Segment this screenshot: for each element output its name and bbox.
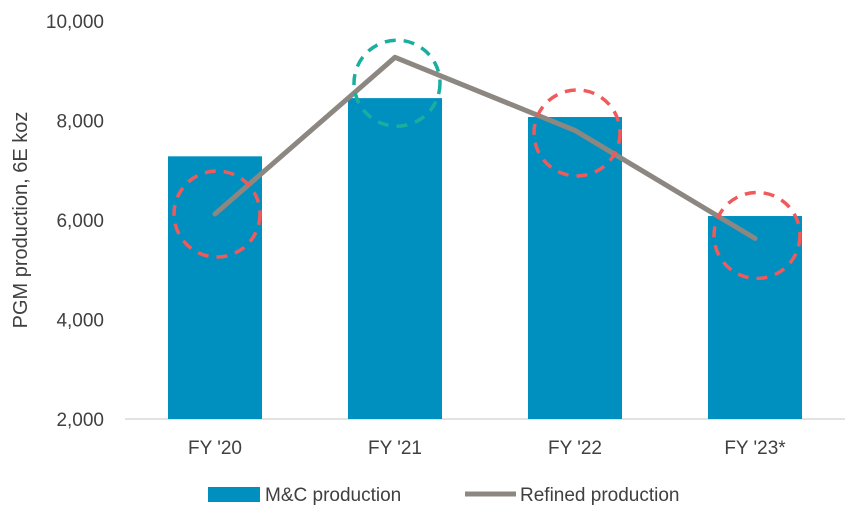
bar [168, 156, 262, 419]
y-tick-label: 8,000 [56, 112, 104, 133]
bar-series [168, 98, 802, 420]
legend: M&C production Refined production [208, 485, 680, 506]
x-tick-label: FY '20 [188, 438, 242, 459]
bar [528, 117, 622, 419]
annotation-circle [712, 190, 802, 281]
refined-production-line [212, 54, 758, 241]
x-tick-label: FY '22 [548, 438, 602, 459]
legend-swatch-mc-production [208, 487, 260, 502]
annotation-circle [532, 88, 622, 178]
legend-label-refined-production: Refined production [520, 485, 680, 506]
annotation-circle [352, 38, 442, 128]
y-tick-label: 6,000 [56, 211, 104, 232]
x-tick-label: FY '23* [724, 438, 786, 459]
y-tick-label: 2,000 [56, 410, 104, 431]
x-tick-label: FY '21 [368, 438, 422, 459]
bar [348, 98, 442, 420]
annotation-circle [172, 169, 262, 259]
bar [708, 216, 802, 419]
x-axis-ticks: FY '20 FY '21 FY '22 FY '23* [188, 438, 786, 459]
y-axis-ticks: 2,000 4,000 6,000 8,000 10,000 [46, 12, 104, 431]
y-axis-title: PGM production, 6E koz [10, 112, 32, 329]
annotation-circles [172, 38, 802, 281]
y-tick-label: 4,000 [56, 311, 104, 332]
y-tick-label: 10,000 [46, 12, 104, 33]
legend-label-mc-production: M&C production [265, 485, 401, 506]
